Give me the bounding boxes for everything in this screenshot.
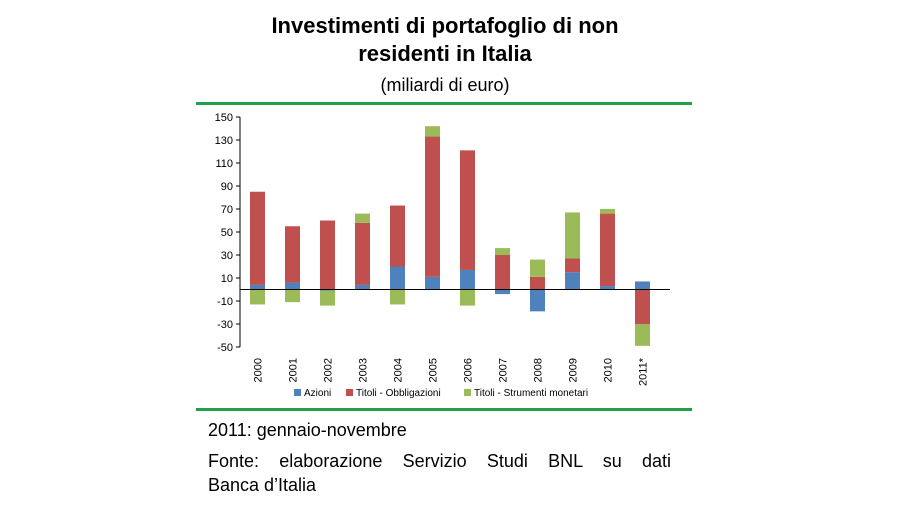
y-tick-label: 110 (215, 158, 233, 170)
bar-segment (600, 286, 615, 290)
bar-segment (355, 222, 370, 285)
x-tick-label: 2010 (603, 358, 615, 382)
bar-segment (425, 126, 440, 137)
bar-segment (600, 209, 615, 214)
legend-swatch (464, 389, 471, 396)
y-tick-label: 70 (221, 204, 233, 216)
bar-segment (250, 284, 265, 290)
bar-segment (600, 213, 615, 287)
bar-segment (320, 289, 335, 291)
x-tick-label: 2001 (288, 358, 300, 382)
x-tick-label: 2011* (638, 357, 650, 386)
x-tick-label: 2004 (393, 358, 405, 382)
x-tick-label: 2003 (358, 358, 370, 382)
bar-segment (460, 269, 475, 290)
bar-segment (565, 258, 580, 273)
y-tick-label: 90 (221, 181, 233, 193)
y-tick-label: 130 (215, 135, 233, 147)
bar-segment (390, 289, 405, 305)
bar-segment (390, 266, 405, 290)
source-line-1: Fonte: elaborazione Servizio Studi BNL s… (208, 451, 671, 471)
bottom-green-rule (196, 408, 692, 411)
x-tick-label: 2002 (323, 358, 335, 382)
legend-swatch (294, 389, 301, 396)
legend-label: Titoli - Strumenti monetari (474, 388, 588, 399)
bar-segment (495, 248, 510, 255)
bar-segment (425, 276, 440, 290)
chart-title: Investimenti di portafoglio di non resid… (200, 12, 690, 68)
x-tick-label: 2005 (428, 358, 440, 382)
legend-label: Azioni (304, 388, 331, 399)
x-tick-label: 2007 (498, 358, 510, 382)
bar-segment (425, 136, 440, 277)
bar-segment (530, 276, 545, 290)
bar-segment (285, 282, 300, 290)
source-line-2: Banca d’Italia (208, 475, 317, 495)
y-tick-label: 10 (221, 273, 233, 285)
legend-swatch (346, 389, 353, 396)
y-tick-label: -50 (217, 342, 233, 354)
bar-segment (460, 150, 475, 270)
period-note: 2011: gennaio-novembre (208, 420, 407, 440)
y-tick-label: -30 (217, 319, 233, 331)
bar-segment (355, 213, 370, 223)
x-tick-label: 2008 (533, 358, 545, 382)
top-green-rule (196, 102, 692, 105)
source-note: Fonte: elaborazione Servizio Studi BNL s… (208, 449, 671, 497)
legend-label: Titoli - Obbligazioni (356, 388, 441, 399)
chart-title-line-2: residenti in Italia (358, 41, 532, 66)
bar-segment (320, 290, 335, 306)
bar-segment (285, 226, 300, 283)
chart-subtitle: (miliardi di euro) (380, 75, 510, 95)
x-tick-label: 2009 (568, 358, 580, 382)
bar-segment (285, 289, 300, 303)
bar-segment (635, 324, 650, 346)
bar-segment (635, 289, 650, 324)
chart-title-line-1: Investimenti di portafoglio di non (271, 13, 619, 38)
bar-segment (390, 205, 405, 267)
bar-segment (250, 191, 265, 285)
y-tick-label: -10 (217, 296, 233, 308)
bar-segment (530, 259, 545, 277)
bar-segment (565, 212, 580, 259)
stacked-bar-chart: 150 130 110 90 70 50 30 10 -10 -30 -50 2000 2001 2002… (215, 112, 670, 399)
bar-segment (565, 272, 580, 290)
bar-segment (355, 284, 370, 290)
bar-segment (495, 255, 510, 290)
y-tick-label: 150 (215, 112, 233, 124)
bar-segment (460, 289, 475, 306)
y-tick-label: 50 (221, 227, 233, 239)
y-tick-label: 30 (221, 250, 233, 262)
bar-segment (320, 220, 335, 290)
x-tick-label: 2000 (253, 358, 265, 382)
bar-segment (530, 289, 545, 312)
x-tick-label: 2006 (463, 358, 475, 382)
bar-segment (635, 281, 650, 290)
bar-segment (250, 289, 265, 305)
bar-segment (495, 289, 510, 295)
